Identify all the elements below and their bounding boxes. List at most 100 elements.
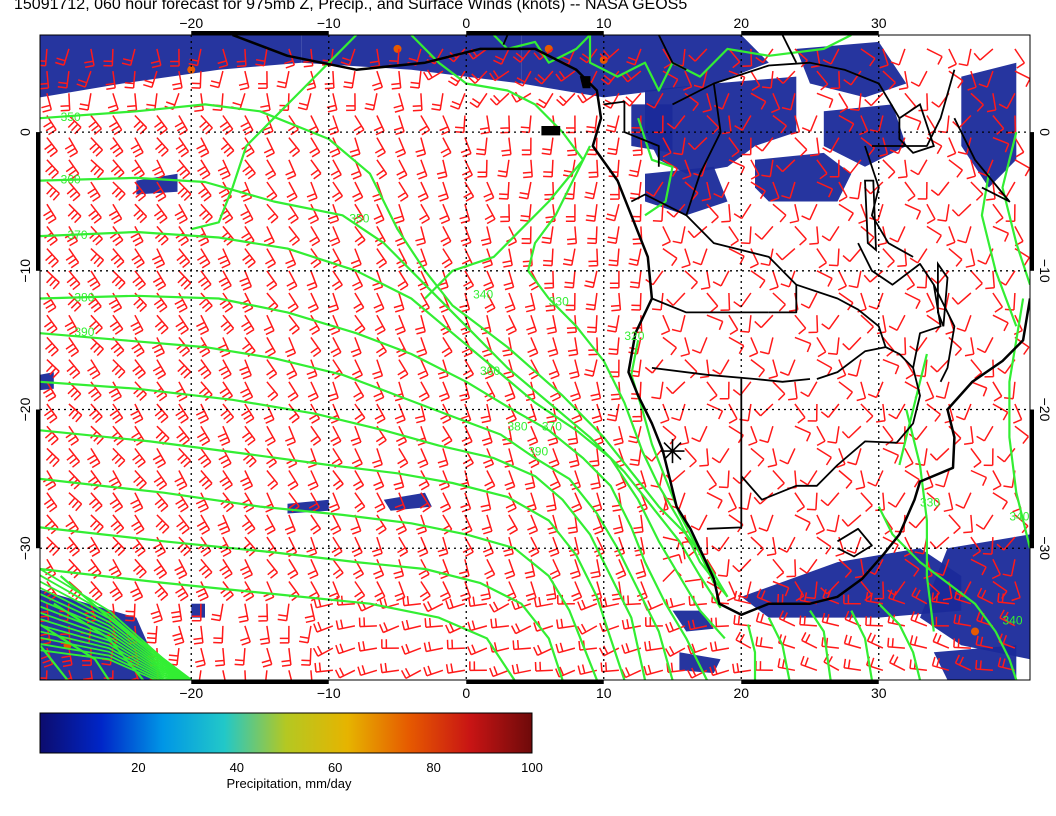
wind-barb [879, 48, 889, 69]
wind-barb [61, 647, 73, 668]
wind-barb [794, 425, 812, 442]
wind-barb [577, 92, 598, 104]
height-contour [40, 332, 674, 680]
contour-label: 330 [549, 294, 569, 308]
wind-barb [1014, 137, 1025, 158]
wind-barb [45, 536, 60, 557]
wind-barb [504, 381, 516, 402]
wind-barb [882, 447, 900, 464]
wind-barb [555, 70, 576, 82]
height-contour [767, 617, 791, 680]
wind-barb [633, 514, 644, 534]
wind-barb [307, 203, 320, 225]
wind-barb [910, 70, 928, 87]
wind-barb [699, 448, 710, 467]
wind-barb [967, 70, 977, 91]
wind-barb [210, 603, 224, 622]
wind-barb [917, 181, 928, 200]
wind-barb [380, 662, 400, 674]
axis-bar-bottom [466, 680, 604, 684]
wind-barb [686, 667, 708, 679]
precip-area [645, 166, 728, 216]
wind-barb [217, 425, 231, 446]
wind-barb [310, 425, 322, 446]
wind-barb [970, 359, 983, 379]
wind-barb [482, 248, 494, 269]
wind-barb [467, 620, 488, 632]
wind-barb [576, 623, 598, 635]
wind-barb [108, 292, 123, 313]
wind-barb [55, 48, 70, 66]
height-contour [527, 145, 729, 598]
wind-barb [692, 248, 708, 266]
wind-barb [951, 203, 972, 217]
wind-barb [238, 603, 249, 623]
wind-barb [526, 314, 538, 335]
wind-barb [88, 492, 103, 512]
height-contour [40, 230, 726, 640]
wind-barb [843, 658, 862, 672]
wind-barb [258, 603, 269, 622]
wind-barb [306, 270, 318, 291]
wind-barb [111, 181, 126, 201]
wind-barb [882, 358, 900, 375]
wind-barb [810, 48, 821, 68]
wind-barb [176, 336, 191, 357]
wind-barb [397, 359, 409, 380]
wind-barb [590, 559, 601, 579]
precip-core [393, 44, 402, 53]
wind-barb [88, 292, 102, 313]
wind-barb [970, 381, 988, 397]
contour-label: 330 [920, 496, 940, 510]
wind-barb [480, 492, 492, 513]
wind-barb [66, 270, 81, 291]
wind-barb [829, 159, 840, 178]
wind-barb [816, 536, 832, 555]
wind-barb [779, 359, 796, 376]
wind-barb [608, 337, 620, 356]
colorbar-tick-label: 20 [131, 760, 145, 775]
wind-barb [353, 292, 365, 313]
lon-tick-label-top: 10 [596, 15, 612, 31]
wind-barb [787, 381, 798, 401]
wind-barb [307, 292, 319, 313]
island [579, 76, 591, 89]
wind-barb [700, 270, 711, 290]
wind-barb [772, 381, 786, 401]
wind-barb [124, 71, 136, 89]
wind-barb [133, 114, 148, 135]
wind-barb [970, 181, 984, 201]
contour-label: 340 [1009, 509, 1029, 523]
wind-barb [87, 448, 101, 469]
wind-barb [241, 514, 256, 535]
height-contour [747, 624, 757, 680]
wind-barb [329, 226, 341, 247]
wind-barb [415, 315, 426, 335]
wind-barb [662, 336, 677, 356]
lon-tick-label-bottom: −20 [179, 685, 203, 700]
height-contour [980, 173, 1018, 327]
wind-barb [827, 426, 840, 444]
wind-barb [882, 536, 899, 554]
wind-barb [401, 643, 422, 655]
wind-barb [89, 137, 104, 157]
wind-barb [175, 314, 189, 335]
wind-barb [259, 625, 271, 645]
wind-barb [761, 159, 774, 178]
wind-barb [830, 71, 841, 90]
wind-barb [174, 203, 188, 225]
wind-barb [340, 48, 356, 66]
wind-barb [816, 159, 828, 180]
wind-barb [566, 315, 577, 334]
wind-barb [65, 159, 80, 180]
wind-barb [285, 159, 297, 180]
wind-barb [90, 159, 105, 179]
wind-barb [110, 425, 125, 446]
wind-barb [175, 137, 190, 158]
wind-barb [44, 137, 58, 158]
wind-barb [461, 425, 473, 447]
wind-barb [196, 514, 211, 535]
wind-barb [970, 92, 984, 112]
wind-barb [423, 69, 444, 81]
